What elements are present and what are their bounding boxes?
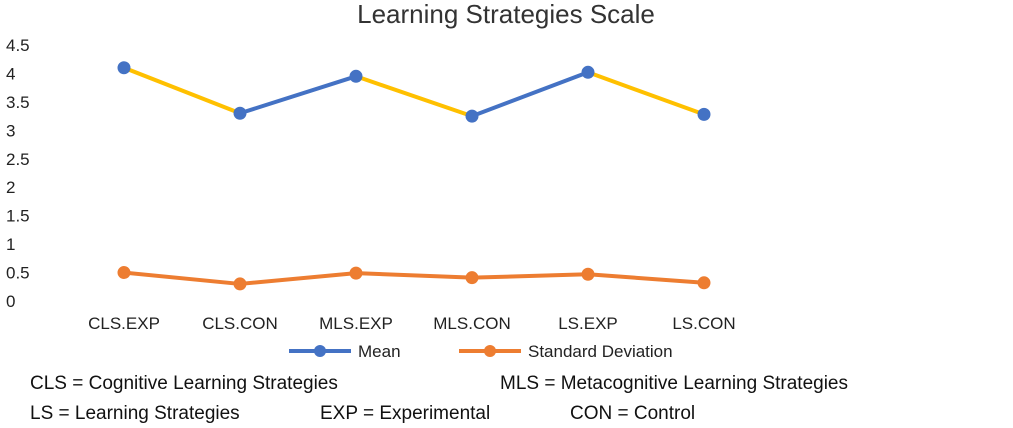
data-point: [233, 277, 247, 291]
series-line-segment: [586, 70, 706, 117]
series-line-segment: [354, 271, 474, 280]
series-line-segment: [122, 65, 242, 116]
x-tick-label: MLS.EXP: [319, 314, 393, 333]
y-tick-label: 1.5: [6, 207, 30, 226]
line-chart: Learning Strategies Scale 0 0.5 1 1.5 2 2.5 3 3…: [6, 0, 736, 361]
y-tick-label: 2.5: [6, 150, 30, 169]
data-point: [697, 276, 711, 290]
series-line-segment: [238, 271, 358, 286]
y-tick-label: 4.5: [6, 36, 30, 55]
data-point: [117, 61, 131, 75]
x-axis-ticks: CLS.EXP CLS.CON MLS.EXP MLS.CON LS.EXP LS.CON: [88, 314, 736, 333]
y-axis-ticks: 0 0.5 1 1.5 2 2.5 3 3.5 4 4.5: [6, 36, 30, 311]
data-point: [581, 267, 595, 281]
series-markers: [117, 61, 711, 291]
footnote-line-1: CLS = Cognitive Learning Strategies MLS =…: [30, 373, 848, 395]
footnote-cls: CLS = Cognitive Learning Strategies: [30, 373, 338, 394]
y-tick-label: 4: [6, 64, 15, 83]
data-point: [465, 109, 479, 123]
series-line-segment: [586, 272, 706, 285]
data-point: [581, 65, 595, 79]
y-tick-label: 0: [6, 292, 15, 311]
series-lines: [122, 65, 706, 286]
footnote-exp: EXP = Experimental: [320, 403, 491, 424]
legend: Mean Standard Deviation: [289, 342, 673, 361]
legend-label: Standard Deviation: [528, 342, 673, 361]
y-tick-label: 3.5: [6, 93, 30, 112]
data-point: [233, 106, 247, 120]
x-tick-label: CLS.EXP: [88, 314, 160, 333]
series-line-segment: [470, 272, 590, 280]
footnote-ls: LS = Learning Strategies: [30, 403, 240, 424]
x-tick-label: MLS.CON: [433, 314, 510, 333]
y-tick-label: 0.5: [6, 264, 30, 283]
legend-swatch-marker: [484, 345, 496, 357]
y-tick-label: 2: [6, 178, 15, 197]
data-point: [465, 271, 479, 285]
x-tick-label: LS.EXP: [558, 314, 618, 333]
x-tick-label: LS.CON: [672, 314, 735, 333]
series-line-segment: [470, 70, 590, 119]
y-tick-label: 3: [6, 121, 15, 140]
legend-swatch-marker: [314, 345, 326, 357]
footnote-mls: MLS = Metacognitive Learning Strategies: [500, 373, 849, 394]
legend-label: Mean: [358, 342, 401, 361]
data-point: [697, 107, 711, 121]
data-point: [349, 69, 363, 83]
chart-title: Learning Strategies Scale: [357, 0, 655, 29]
x-tick-label: CLS.CON: [202, 314, 278, 333]
footnote-line-2: LS = Learning Strategies EXP = Experiment…: [30, 403, 695, 425]
footnote-con: CON = Control: [570, 403, 696, 424]
series-line-segment: [122, 270, 242, 286]
series-line-segment: [238, 74, 358, 116]
y-tick-label: 1: [6, 235, 15, 254]
data-point: [117, 266, 131, 280]
data-point: [349, 266, 363, 280]
series-line-segment: [354, 74, 474, 119]
